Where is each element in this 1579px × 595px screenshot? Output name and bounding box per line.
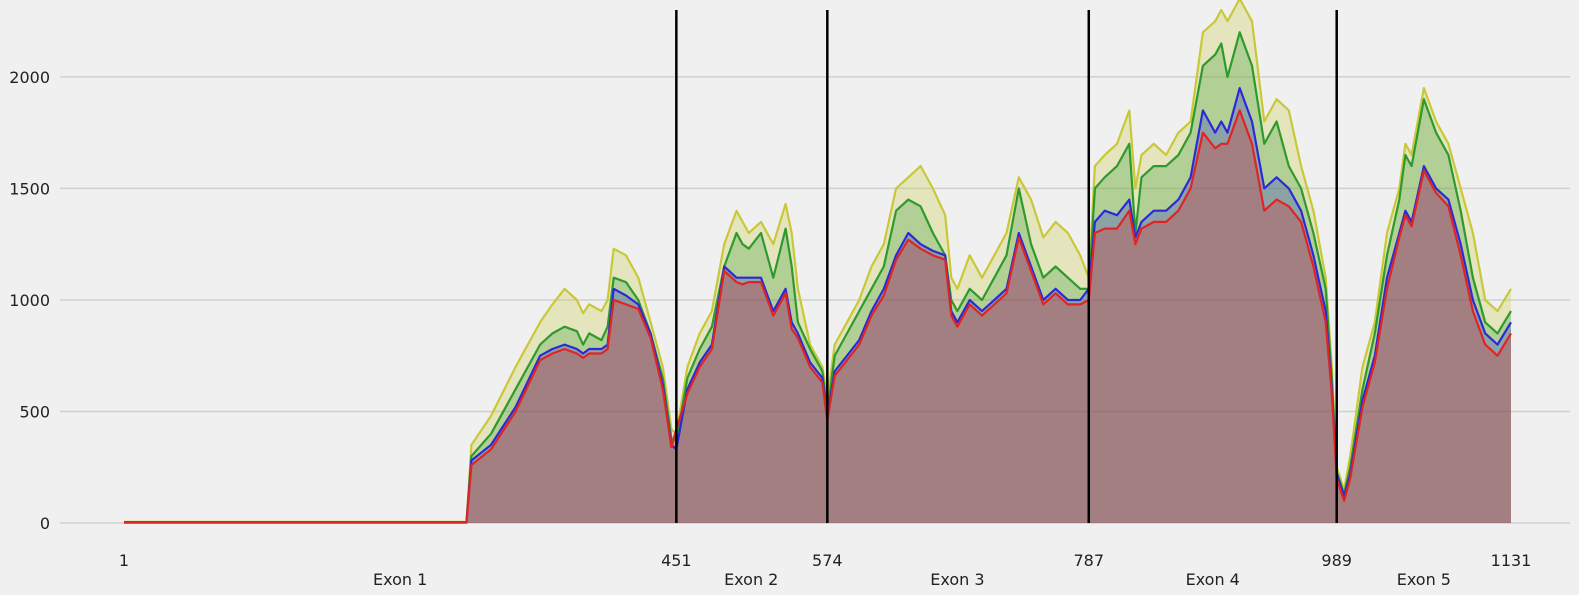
grid-lines [60, 76, 1570, 524]
exon-label: Exon 4 [1186, 570, 1240, 589]
y-tick-label: 1500 [9, 179, 50, 198]
x-tick-label: 787 [1073, 551, 1104, 570]
exon-label: Exon 1 [373, 570, 427, 589]
x-tick-label: 451 [661, 551, 692, 570]
x-tick-label: 574 [812, 551, 843, 570]
series-area [124, 110, 1511, 524]
series-area [124, 88, 1511, 523]
x-axis-ticks: 1 451 574 787 989 1131 [119, 551, 1531, 570]
y-axis-ticks: 0 500 1000 1500 2000 [9, 68, 50, 533]
exon-labels: Exon 1 Exon 2 Exon 3 Exon 4 Exon 5 [373, 570, 1451, 589]
exon-label: Exon 2 [724, 570, 778, 589]
series-area [124, 0, 1511, 523]
coverage-lines [124, 0, 1512, 524]
exon-label: Exon 3 [930, 570, 984, 589]
coverage-areas [124, 0, 1511, 524]
y-tick-label: 500 [19, 402, 50, 421]
x-tick-label: 989 [1321, 551, 1352, 570]
y-tick-label: 0 [40, 514, 50, 533]
series-line [124, 109, 1512, 524]
x-tick-label: 1 [119, 551, 129, 570]
series-area [124, 32, 1511, 524]
exon-label: Exon 5 [1397, 570, 1451, 589]
y-tick-label: 2000 [9, 68, 50, 87]
y-tick-label: 1000 [9, 291, 50, 310]
x-tick-label: 1131 [1491, 551, 1532, 570]
exon-boundaries [675, 10, 1338, 523]
